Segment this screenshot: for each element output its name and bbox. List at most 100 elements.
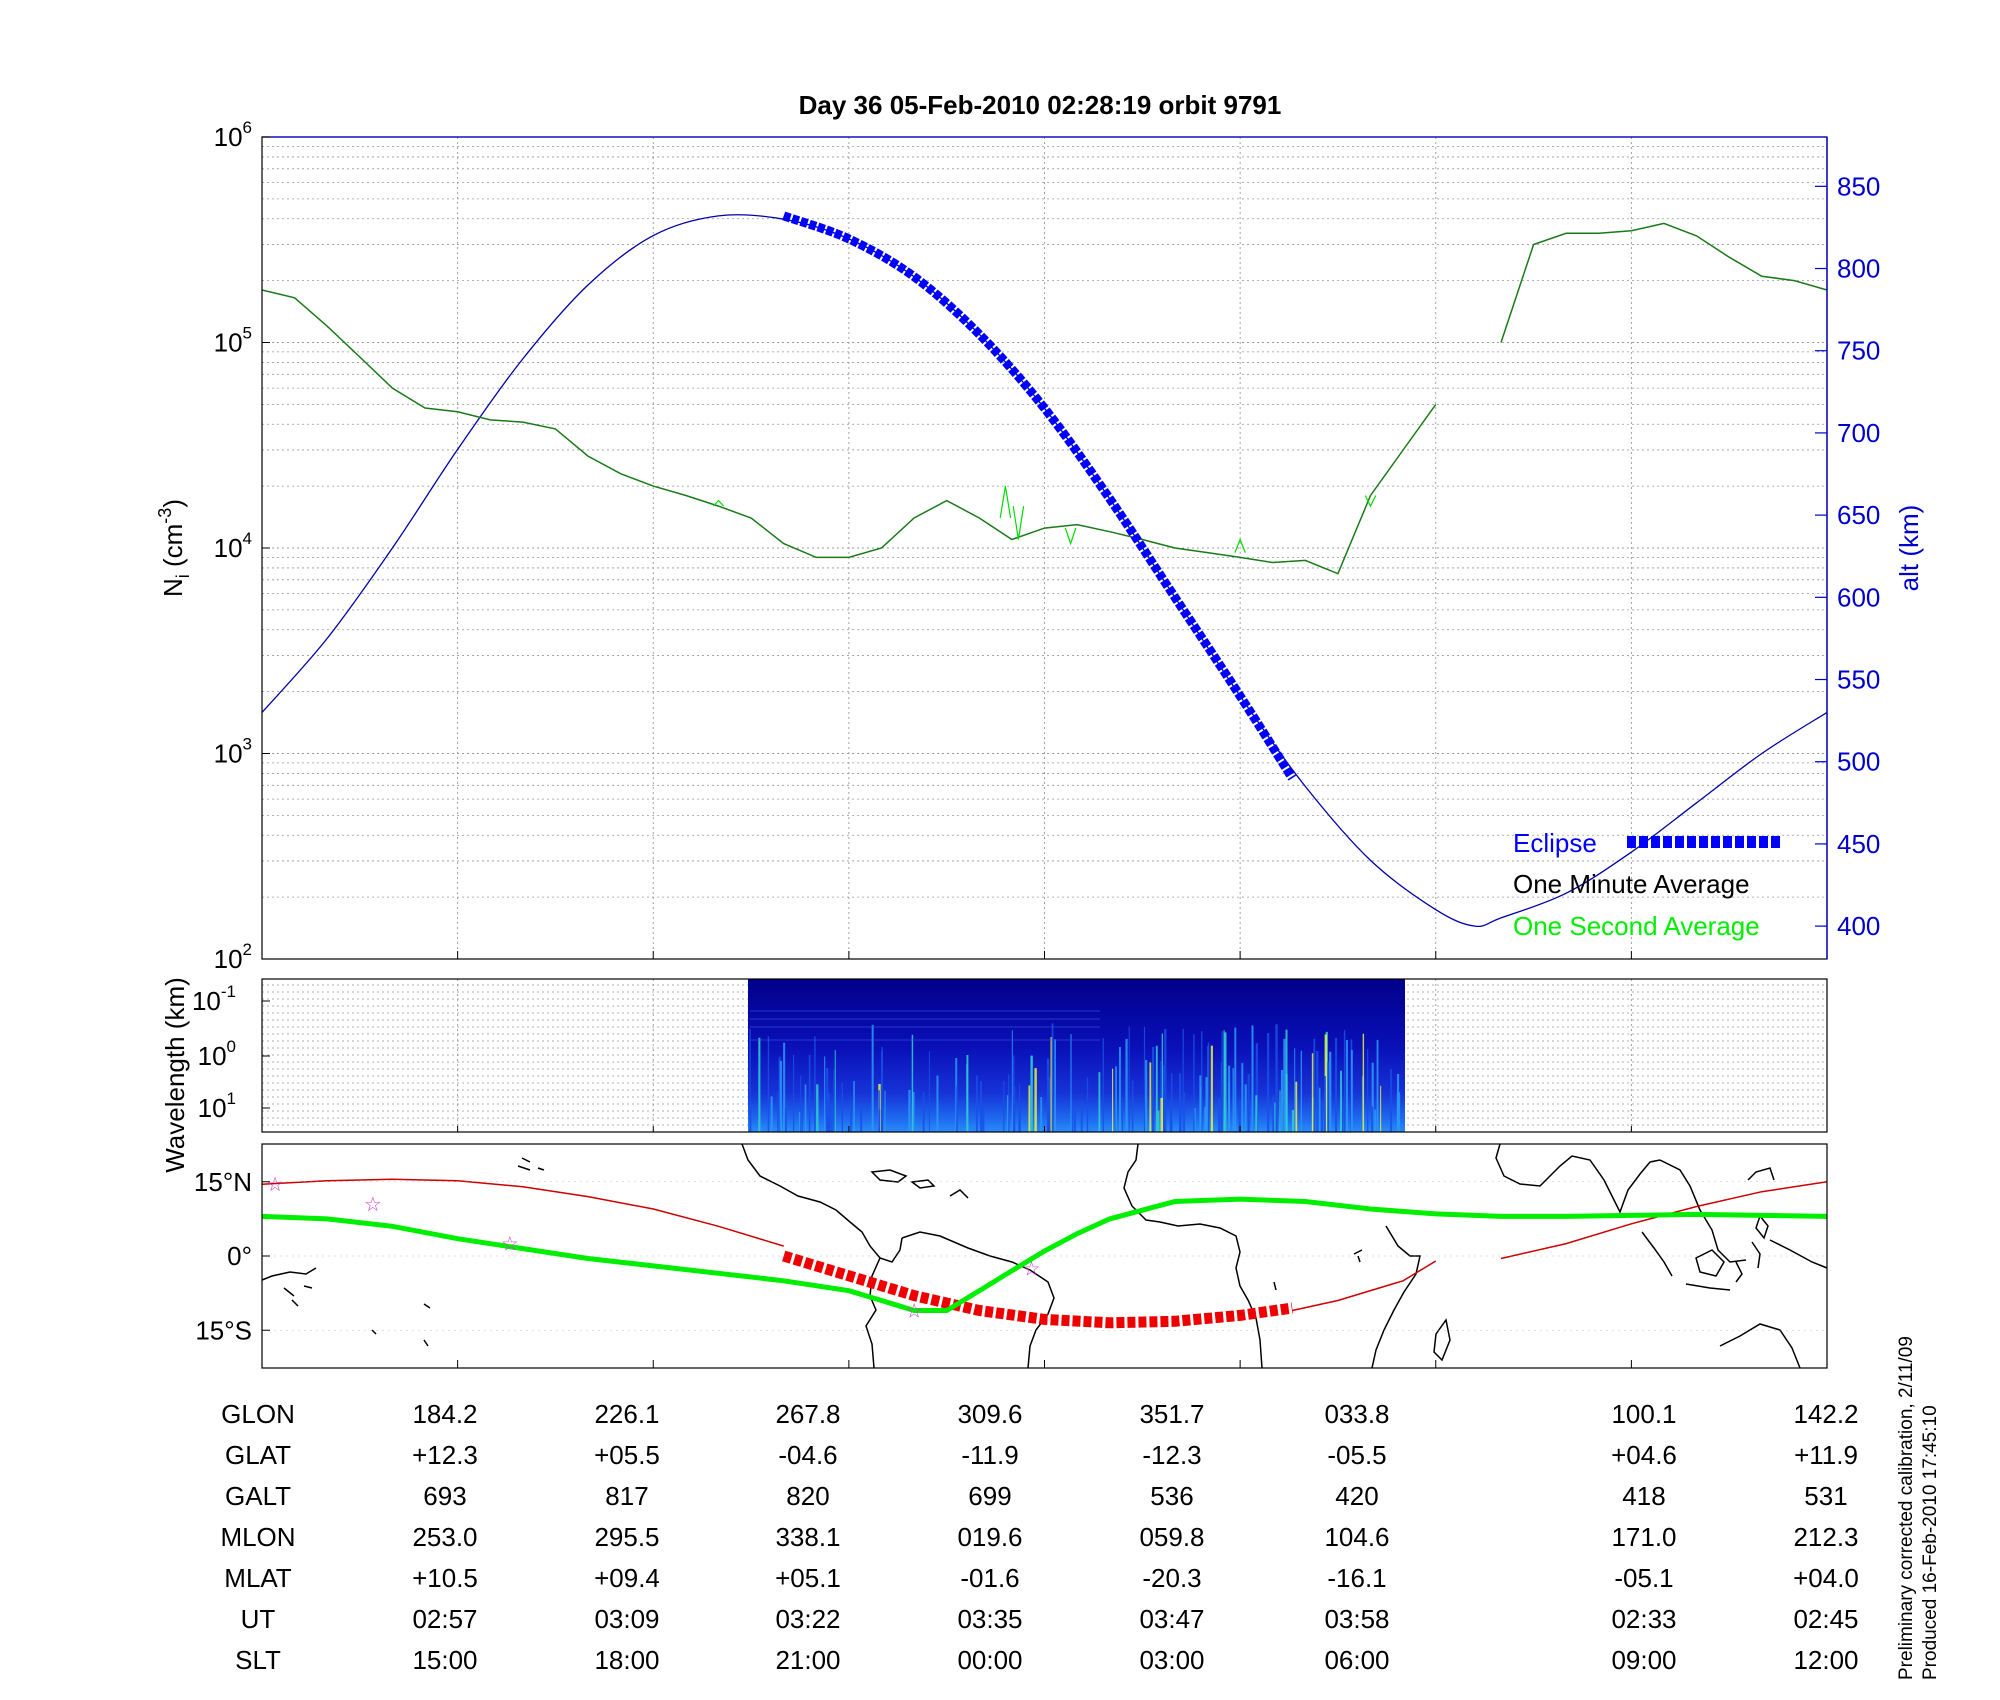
- table-cell: 03:09: [594, 1604, 659, 1634]
- table-cell: 212.3: [1793, 1522, 1858, 1552]
- table-cell: 420: [1335, 1481, 1378, 1511]
- table-cell: -05.5: [1327, 1440, 1386, 1470]
- table-cell: 531: [1804, 1481, 1847, 1511]
- star-marker: ☆: [1022, 1258, 1040, 1280]
- map-y-ticks: 15°N 0° 15°S: [194, 951, 1632, 1368]
- table-cell: 033.8: [1324, 1399, 1389, 1429]
- table-cell: +05.1: [775, 1563, 841, 1593]
- table-cell: 536: [1150, 1481, 1193, 1511]
- table-cell: +12.3: [412, 1440, 478, 1470]
- star-marker: ☆: [501, 1234, 519, 1256]
- density-tick-label: 104: [214, 529, 252, 563]
- spectrogram-streaks: [749, 1010, 1401, 1132]
- density-panel: 102 103 104 105 106 400 450 500 550 600 650 700 750…: [155, 118, 1924, 974]
- map-tick-label: 15°S: [195, 1315, 252, 1345]
- table-cell: 142.2: [1793, 1399, 1858, 1429]
- altitude-y-label: alt (km): [1894, 505, 1924, 592]
- density-second-average-spikes: [712, 486, 1377, 553]
- wavelength-tick-label: 100: [198, 1037, 236, 1071]
- table-cell: -12.3: [1142, 1440, 1201, 1470]
- density-tick-label: 102: [214, 940, 252, 974]
- legend-minute-label: One Minute Average: [1513, 869, 1750, 899]
- altitude-tick-label: 550: [1837, 665, 1880, 695]
- coast-indonesia: [1641, 1231, 1828, 1291]
- star-marker: ☆: [905, 1300, 923, 1322]
- altitude-tick-label: 850: [1837, 171, 1880, 201]
- table-cell: 820: [786, 1481, 829, 1511]
- coastlines: [261, 1143, 1828, 1369]
- table-cell: 09:00: [1611, 1645, 1676, 1675]
- table-cell: -01.6: [960, 1563, 1019, 1593]
- spectrogram: [748, 979, 1405, 1132]
- legend: Eclipse One Minute Average One Second Av…: [1513, 828, 1780, 941]
- coast-australia: [1719, 1323, 1801, 1369]
- table-cell: 267.8: [775, 1399, 840, 1429]
- table-cell: 104.6: [1324, 1522, 1389, 1552]
- map-tick-label: 0°: [227, 1241, 252, 1271]
- altitude-tick-label: 400: [1837, 911, 1880, 941]
- table-cell: 03:47: [1139, 1604, 1204, 1634]
- density-grid: [262, 137, 1827, 960]
- legend-eclipse-label: Eclipse: [1513, 828, 1597, 858]
- wavelength-panel: 10-1 100 101 Wavelength (km): [160, 977, 1828, 1173]
- table-cell: 171.0: [1611, 1522, 1676, 1552]
- table-cell: -11.9: [961, 1440, 1018, 1470]
- table-row-label: MLAT: [224, 1563, 292, 1593]
- altitude-tick-label: 700: [1837, 418, 1880, 448]
- table-cell: 03:00: [1139, 1645, 1204, 1675]
- marker-stars: ☆ ☆ ☆ ☆ ☆: [266, 1174, 1040, 1322]
- table-cell: +04.6: [1611, 1440, 1677, 1470]
- footnote-produced: Produced 16-Feb-2010 17:45:10: [1920, 1405, 1941, 1680]
- table-cell: 059.8: [1139, 1522, 1204, 1552]
- wavelength-grid: [262, 979, 1827, 1132]
- density-tick-label: 105: [214, 324, 252, 358]
- table-row-label: SLT: [235, 1645, 281, 1675]
- star-marker: ☆: [266, 1174, 284, 1196]
- table-cell: 817: [605, 1481, 648, 1511]
- table-cell: +11.9: [1794, 1440, 1858, 1470]
- table-cell: -05.1: [1614, 1563, 1673, 1593]
- wavelength-y-ticks: 10-1 100 101: [192, 982, 270, 1123]
- density-tick-label: 106: [214, 118, 252, 152]
- eclipse-segment: [782, 211, 1297, 781]
- table-cell: +05.5: [594, 1440, 660, 1470]
- table-cell: +10.5: [412, 1563, 478, 1593]
- table-cell: 338.1: [775, 1522, 840, 1552]
- footnote: Preliminary corrected calibration, 2/11/…: [1896, 1336, 1941, 1680]
- orbit-track-eclipse: [782, 1250, 1294, 1329]
- altitude-tick-label: 500: [1837, 747, 1880, 777]
- table-cell: 12:00: [1793, 1645, 1858, 1675]
- density-y-ticks: 102 103 104 105 106: [214, 118, 270, 974]
- wavelength-tick-label: 10-1: [192, 982, 236, 1016]
- table-row-label: GLON: [221, 1399, 295, 1429]
- table-row-label: GALT: [225, 1481, 291, 1511]
- table-row-label: GLAT: [225, 1440, 291, 1470]
- altitude-tick-label: 800: [1837, 254, 1880, 284]
- table-cell: 309.6: [957, 1399, 1022, 1429]
- table-cell: +04.0: [1793, 1563, 1859, 1593]
- table-cell: 02:57: [412, 1604, 477, 1634]
- table-cell: 019.6: [957, 1522, 1022, 1552]
- table-cell: 18:00: [594, 1645, 659, 1675]
- star-marker: ☆: [364, 1194, 382, 1216]
- table-cell: 418: [1622, 1481, 1665, 1511]
- density-y-label: Ni (cm-3): [155, 499, 193, 597]
- table-cell: 253.0: [412, 1522, 477, 1552]
- legend-second-label: One Second Average: [1513, 911, 1760, 941]
- ephemeris-table: GLON GLAT GALT MLON MLAT UT SLT 184.2 +12.3 693 25…: [220, 1399, 1858, 1675]
- orbit-track-day-1: [261, 1178, 784, 1247]
- table-cell: +09.4: [594, 1563, 660, 1593]
- coast-north-america: [741, 1143, 903, 1263]
- table-cell: 184.2: [412, 1399, 477, 1429]
- svg-text:Ni (cm-3): Ni (cm-3): [155, 499, 193, 597]
- altitude-tick-label: 450: [1837, 829, 1880, 859]
- table-cell: 03:22: [775, 1604, 840, 1634]
- table-cell: 226.1: [594, 1399, 659, 1429]
- table-cell: -20.3: [1142, 1563, 1201, 1593]
- table-cell: 03:58: [1324, 1604, 1389, 1634]
- coast-southeast-asia: [1659, 1159, 1775, 1263]
- table-cell: 100.1: [1611, 1399, 1676, 1429]
- coast-madagascar: [1433, 1318, 1451, 1362]
- table-cell: 15:00: [412, 1645, 477, 1675]
